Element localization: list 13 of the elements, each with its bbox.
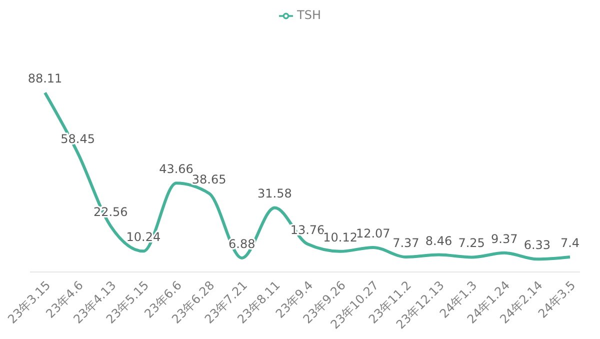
- data-label: 43.66: [159, 162, 194, 176]
- data-label: 31.58: [258, 186, 292, 201]
- data-label: 7.37: [392, 236, 420, 250]
- data-label: 9.37: [491, 232, 518, 246]
- legend-label: TSH: [297, 8, 321, 22]
- data-label: 7.4: [560, 236, 580, 250]
- data-label: 12.07: [356, 226, 390, 240]
- data-label: 88.11: [28, 72, 62, 86]
- data-label: 38.65: [192, 172, 226, 186]
- data-label: 8.46: [425, 234, 452, 248]
- data-label: 6.33: [524, 238, 551, 252]
- data-label: 10.12: [323, 230, 358, 244]
- data-label: 7.25: [458, 236, 485, 250]
